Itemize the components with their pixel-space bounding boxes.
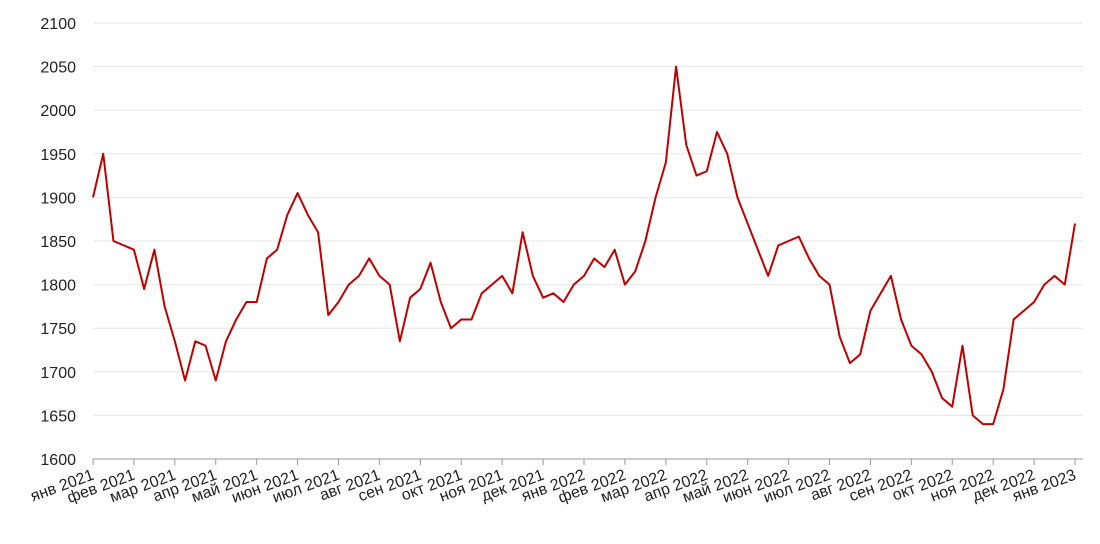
y-tick-label: 1950 [40,147,76,164]
y-tick-label: 1800 [40,278,76,295]
y-tick-label: 1650 [40,408,76,425]
y-tick-label: 2000 [40,103,76,120]
y-tick-label: 2050 [40,60,76,77]
y-tick-label: 1900 [40,190,76,207]
price-line [92,65,1076,426]
y-tick-label: 1750 [40,321,76,338]
y-tick-label: 1600 [40,452,76,469]
y-tick-label: 1700 [40,365,76,382]
y-tick-label: 2100 [40,16,76,33]
y-tick-label: 1850 [40,234,76,251]
